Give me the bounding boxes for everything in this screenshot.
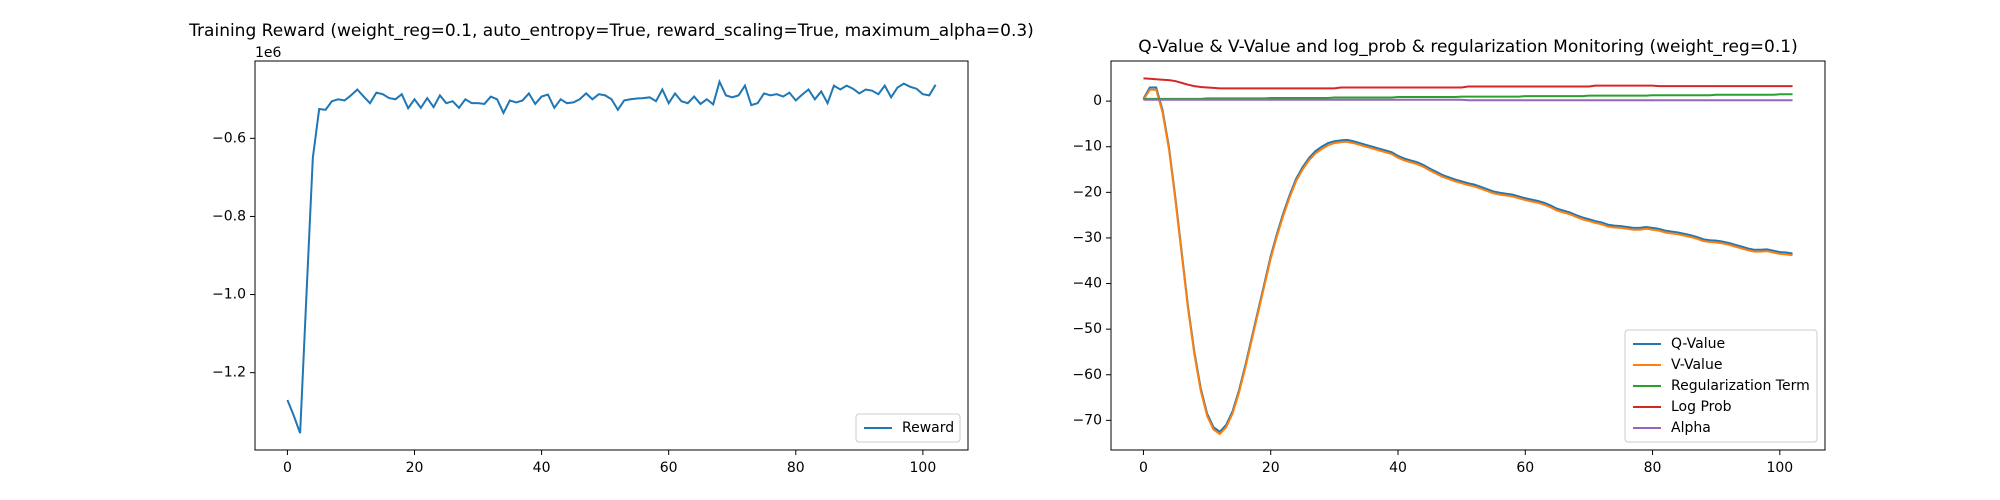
data-line xyxy=(1142,88,1793,436)
legend-box xyxy=(1624,329,1818,443)
legend: Q-Value V-Value Regularization Term Log Pro… xyxy=(1624,329,1818,443)
chart-title: Q-Value & V-Value and log_prob & regular… xyxy=(1138,37,1797,57)
data-line xyxy=(1143,77,1793,90)
y-tick-label: −40 xyxy=(1072,276,1102,292)
legend: Reward xyxy=(855,413,961,443)
legend-label: V-Value xyxy=(1671,357,1722,373)
x-tick-label: 20 xyxy=(406,460,424,476)
legend-label: Reward xyxy=(902,420,954,436)
x-tick-label: 20 xyxy=(1262,460,1280,476)
x-tick-label: 80 xyxy=(787,460,805,476)
y-tick-label: −1.0 xyxy=(212,287,246,303)
y-tick-label: −70 xyxy=(1072,412,1102,428)
x-tick-label: 100 xyxy=(910,460,937,476)
legend-label: Regularization Term xyxy=(1671,378,1810,394)
chart-title: Training Reward (weight_reg=0.1, auto_en… xyxy=(188,21,1034,41)
y-tick-label: −0.6 xyxy=(212,130,246,146)
legend-box xyxy=(855,413,961,443)
y-tick-label: 0 xyxy=(1093,93,1102,109)
y-tick-label: −1.2 xyxy=(212,365,246,381)
legend-label: Q-Value xyxy=(1671,336,1725,352)
data-line xyxy=(286,78,937,434)
x-tick-label: 60 xyxy=(660,460,678,476)
y-tick-label: −60 xyxy=(1072,367,1102,383)
legend-label: Alpha xyxy=(1671,420,1711,436)
x-tick-label: 0 xyxy=(283,460,292,476)
y-tick-label: −50 xyxy=(1072,321,1102,337)
y-tick-label: −10 xyxy=(1072,139,1102,155)
data-line xyxy=(1143,93,1793,100)
axes-frame xyxy=(254,60,969,451)
x-tick-label: 0 xyxy=(1139,460,1148,476)
axes-frame xyxy=(1110,60,1826,451)
y-tick-label: −30 xyxy=(1072,230,1102,246)
y-tick-label: −20 xyxy=(1072,184,1102,200)
x-tick-label: 60 xyxy=(1516,460,1534,476)
y-offset-label: 1e6 xyxy=(255,45,282,61)
x-tick-label: 40 xyxy=(1389,460,1407,476)
x-tick-label: 100 xyxy=(1766,460,1793,476)
y-tick-label: −0.8 xyxy=(212,208,246,224)
legend-label: Log Prob xyxy=(1671,399,1732,415)
x-tick-label: 40 xyxy=(533,460,551,476)
x-tick-label: 80 xyxy=(1644,460,1662,476)
